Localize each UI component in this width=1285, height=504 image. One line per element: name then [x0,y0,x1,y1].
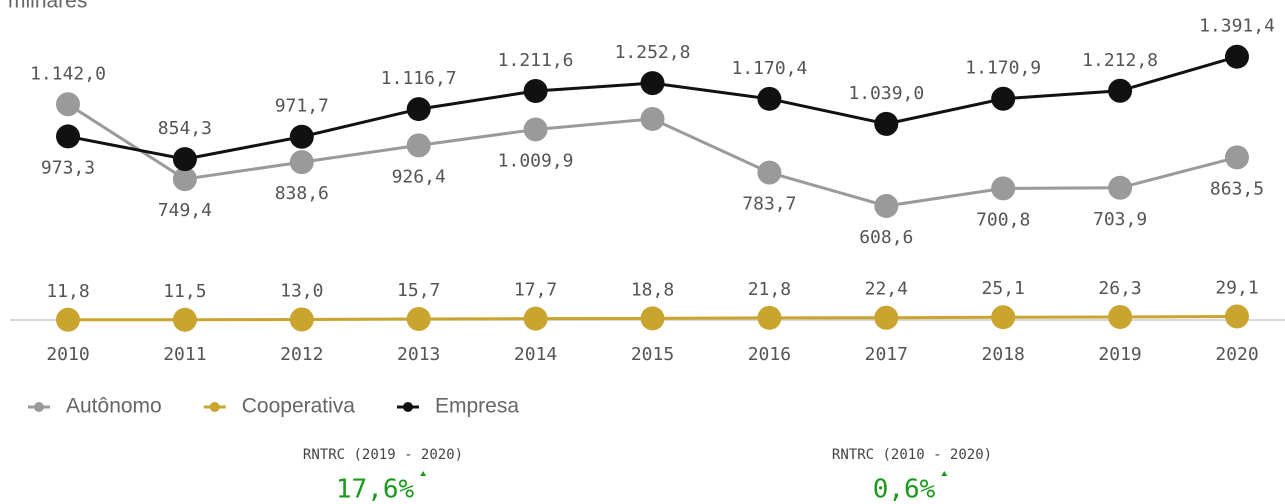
kpi-value: 17,6% [336,475,415,504]
data-label: 21,8 [748,279,791,300]
data-label: 973,3 [41,157,95,178]
point [991,176,1016,201]
point [757,86,782,111]
point [289,307,314,332]
legend-label: Autônomo [66,395,162,418]
x-tick-label: 2017 [865,344,908,365]
point [56,307,80,332]
subtitle: milhares [8,0,87,13]
data-label: 608,6 [859,227,913,248]
point [523,78,548,103]
data-label: 29,1 [1215,277,1258,298]
data-label: 26,3 [1098,278,1141,299]
point [991,86,1016,111]
legend-swatch [34,402,44,412]
point [172,147,197,172]
x-tick-label: 2019 [1098,344,1141,365]
point [172,307,197,332]
point [874,305,899,330]
kpi-label: RNTRC (2019 - 2020) [303,447,463,463]
data-label: 783,7 [742,194,796,215]
data-label: 25,1 [982,278,1025,299]
legend-label: Cooperativa [242,395,356,418]
data-label: 1.170,4 [731,58,807,79]
x-tick-label: 2010 [46,344,89,365]
legend-swatch [402,402,413,412]
point [172,167,197,192]
point [1108,175,1133,200]
data-label: 22,4 [865,279,908,300]
x-tick-label: 2014 [514,344,557,365]
data-label: 1.211,6 [498,50,574,71]
point [56,92,80,117]
data-label: 703,9 [1093,209,1147,230]
point [56,124,80,149]
x-tick-label: 2012 [280,344,323,365]
point [1225,44,1249,69]
point [991,305,1016,330]
data-label: 17,7 [514,280,557,301]
legend-label: Empresa [435,395,519,418]
data-label: 1.142,0 [30,63,106,84]
data-label: 11,8 [46,281,89,302]
point [1108,304,1133,329]
data-label: 1.391,4 [1199,16,1275,37]
x-tick-label: 2013 [397,344,440,365]
point [523,306,548,331]
x-tick-label: 2011 [163,344,206,365]
kpi-arrow [420,471,427,476]
kpi-value: 0,6% [873,475,936,504]
data-label: 749,4 [158,200,212,221]
data-label: 1.170,9 [965,58,1041,79]
data-label: 1.116,7 [381,68,457,89]
data-label: 1.212,8 [1082,50,1158,71]
data-label: 15,7 [397,280,440,301]
x-tick-label: 2018 [982,344,1025,365]
data-label: 1.252,8 [615,42,691,63]
point [640,71,665,96]
data-label: 926,4 [392,166,446,187]
point [1225,145,1249,170]
x-tick-label: 2016 [748,344,791,365]
point [1108,78,1133,103]
data-label: 1.009,9 [498,150,574,171]
point [406,133,431,158]
data-label: 854,3 [158,118,212,139]
kpi-arrow [941,471,948,476]
data-label: 1.039,0 [848,83,924,104]
point [640,306,665,331]
point [874,111,899,136]
data-label: 863,5 [1210,178,1264,199]
data-label: 700,8 [976,209,1030,230]
point [406,97,431,122]
data-label: 18,8 [631,279,674,300]
data-label: 11,5 [163,281,206,302]
x-tick-label: 2020 [1215,344,1258,365]
point [640,106,665,131]
point [757,305,782,330]
point [523,117,548,142]
x-tick-label: 2015 [631,344,674,365]
data-label: 838,6 [275,183,329,204]
data-label: 13,0 [280,281,323,302]
point [406,307,431,332]
point [1225,304,1249,329]
point [874,193,899,218]
legend-swatch [209,402,220,412]
kpi-label: RNTRC (2010 - 2020) [832,447,992,463]
point [289,150,314,175]
point [757,160,782,185]
point [289,124,314,149]
data-label: 971,7 [275,96,329,117]
